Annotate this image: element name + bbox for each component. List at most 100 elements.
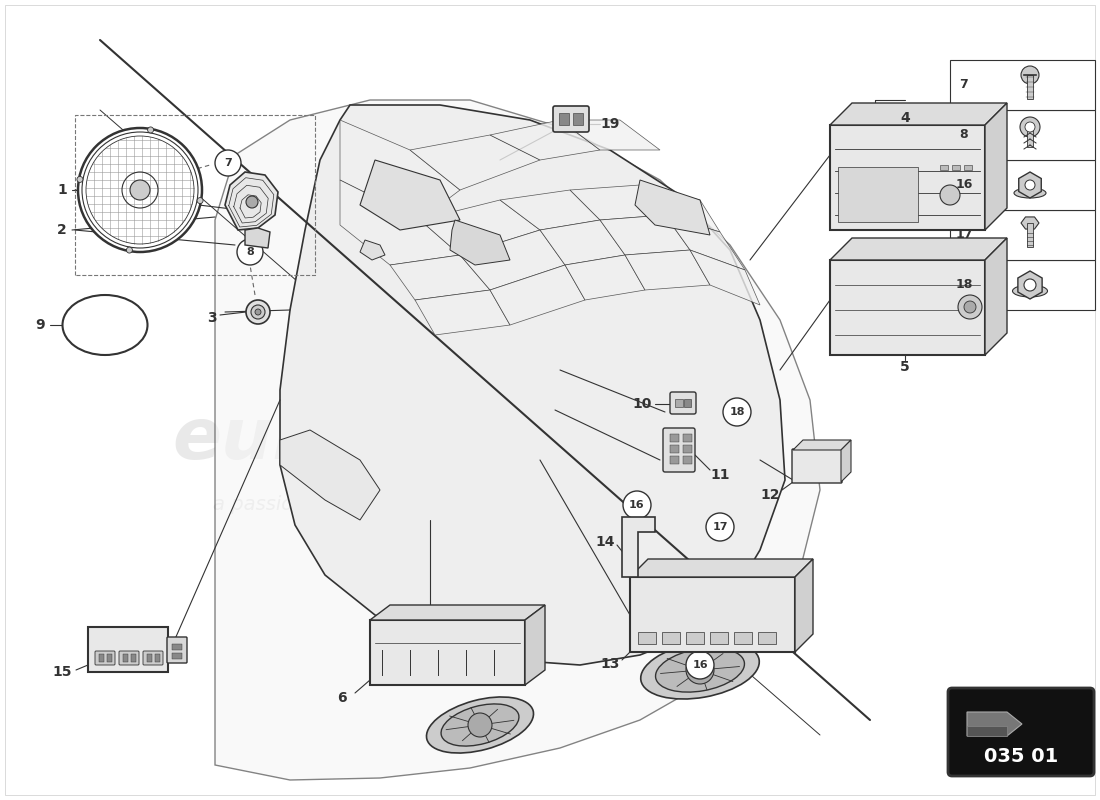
Polygon shape (984, 103, 1006, 230)
Circle shape (686, 651, 714, 679)
Polygon shape (1018, 271, 1042, 299)
Bar (952, 165, 960, 170)
Bar (172, 644, 182, 650)
Bar (131, 654, 136, 662)
Bar (147, 654, 152, 662)
Polygon shape (560, 120, 660, 150)
FancyBboxPatch shape (553, 106, 588, 132)
Polygon shape (565, 255, 645, 300)
Polygon shape (450, 220, 510, 265)
Circle shape (723, 398, 751, 426)
Circle shape (1024, 279, 1036, 291)
Polygon shape (370, 605, 544, 620)
Circle shape (197, 198, 204, 203)
Circle shape (126, 247, 132, 253)
Text: 7: 7 (959, 78, 968, 91)
Text: 16: 16 (629, 500, 645, 510)
Ellipse shape (441, 704, 519, 746)
Circle shape (686, 656, 714, 684)
Bar (950, 210, 1094, 260)
Polygon shape (793, 440, 851, 450)
Polygon shape (214, 100, 820, 780)
Polygon shape (1019, 172, 1042, 198)
Polygon shape (621, 517, 654, 577)
Ellipse shape (656, 648, 745, 692)
Bar (670, 434, 679, 442)
Polygon shape (226, 172, 278, 230)
Bar (630, 577, 795, 652)
Text: 9: 9 (35, 318, 45, 332)
Bar (670, 456, 679, 464)
Bar (172, 653, 182, 659)
Polygon shape (666, 215, 745, 270)
FancyBboxPatch shape (670, 392, 696, 414)
Bar (838, 167, 918, 222)
Text: 17: 17 (713, 522, 728, 532)
Circle shape (246, 300, 270, 324)
Bar (950, 160, 1094, 210)
Text: 1: 1 (57, 183, 67, 197)
Polygon shape (340, 180, 460, 265)
FancyBboxPatch shape (95, 651, 116, 665)
Circle shape (255, 309, 261, 315)
Circle shape (77, 177, 82, 182)
Bar (950, 60, 1094, 110)
Text: 8: 8 (959, 129, 968, 142)
Circle shape (1021, 66, 1040, 84)
Polygon shape (415, 290, 510, 335)
Polygon shape (280, 105, 785, 665)
Circle shape (78, 128, 202, 252)
Ellipse shape (1014, 188, 1046, 198)
Polygon shape (640, 185, 720, 232)
Text: 15: 15 (53, 665, 72, 679)
Bar (950, 110, 1094, 160)
Polygon shape (635, 180, 710, 235)
Circle shape (706, 513, 734, 541)
FancyBboxPatch shape (167, 637, 187, 663)
Bar (670, 445, 679, 453)
Polygon shape (245, 228, 270, 248)
Circle shape (964, 301, 976, 313)
Polygon shape (830, 238, 1006, 260)
Ellipse shape (640, 641, 759, 699)
Circle shape (1025, 122, 1035, 132)
Circle shape (1025, 180, 1035, 190)
Polygon shape (540, 220, 625, 265)
Polygon shape (340, 120, 460, 220)
Bar (734, 632, 752, 644)
Text: 11: 11 (711, 468, 729, 482)
Circle shape (468, 713, 492, 737)
Circle shape (623, 491, 651, 519)
Ellipse shape (1012, 285, 1047, 297)
Polygon shape (500, 190, 600, 230)
Bar (940, 165, 948, 170)
Bar (964, 165, 972, 170)
Text: 4: 4 (900, 111, 910, 125)
Text: 7: 7 (224, 158, 232, 168)
Polygon shape (280, 430, 380, 520)
Circle shape (246, 196, 258, 208)
Bar (683, 456, 692, 464)
Polygon shape (360, 240, 385, 260)
Text: 035 01: 035 01 (983, 746, 1058, 766)
Bar (638, 632, 656, 644)
Polygon shape (625, 250, 710, 290)
FancyBboxPatch shape (792, 449, 842, 483)
Text: 17: 17 (955, 229, 972, 242)
Polygon shape (600, 215, 690, 255)
Circle shape (214, 150, 241, 176)
Circle shape (1020, 117, 1040, 137)
Bar (573, 113, 583, 125)
Text: 10: 10 (632, 397, 651, 411)
Circle shape (236, 239, 263, 265)
Bar (662, 632, 680, 644)
Bar (950, 260, 1094, 310)
Bar (155, 654, 160, 662)
Bar (683, 434, 692, 442)
Polygon shape (842, 440, 851, 482)
Polygon shape (490, 265, 585, 325)
Bar (99, 654, 104, 662)
Bar (758, 632, 776, 644)
Bar (675, 399, 683, 407)
Text: a passion for parts since 1986: a passion for parts since 1986 (212, 495, 507, 514)
